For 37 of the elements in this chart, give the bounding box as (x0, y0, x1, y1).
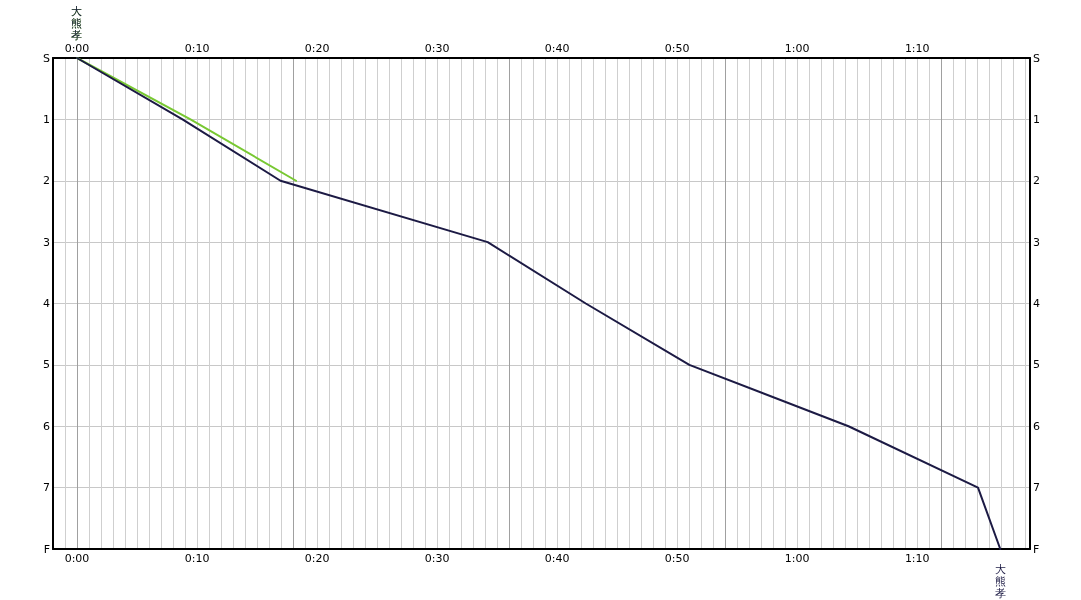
y2-tick-label: 4 (1033, 297, 1040, 310)
y-tick-label: S (43, 51, 51, 65)
x2-tick-label: 0:10 (184, 42, 210, 55)
series-label: 大熊孝 (994, 562, 1006, 600)
y-tick-label: 5 (43, 358, 50, 372)
y2-tick-label: 3 (1033, 235, 1040, 249)
y2-tick-label: 2 (1033, 174, 1040, 188)
x2-tick-label: 0:50 (664, 42, 690, 55)
y-tick-label: 1 (43, 112, 50, 126)
x2-tick-label: 1:10 (904, 42, 930, 55)
x-tick-label: 0:40 (544, 552, 570, 565)
x-tick-label: 0:30 (424, 552, 450, 565)
x2-tick-label: 0:20 (304, 42, 330, 55)
series-label: 大熊孝 (71, 4, 83, 42)
x-tick-label: 1:10 (904, 552, 930, 565)
x2-tick-label: 0:00 (64, 42, 90, 55)
x-tick-label: 0:20 (304, 552, 330, 565)
x-tick-label: 1:00 (784, 552, 810, 565)
x2-tick-label: 0:40 (544, 42, 570, 55)
y2-tick-label: 5 (1033, 358, 1040, 372)
y2-tick-label: S (1033, 51, 1040, 65)
y-tick-label: 3 (43, 235, 50, 249)
line-series (75, 57, 1002, 550)
x2-tick-label: 0:30 (424, 42, 450, 55)
x-tick-label: 0:50 (664, 552, 690, 565)
x-tick-label: 0:10 (184, 552, 210, 565)
y2-tick-label: F (1033, 542, 1040, 556)
x2-tick-label: 1:00 (784, 42, 810, 55)
y2-tick-label: 7 (1033, 481, 1040, 495)
y-tick-label: F (43, 542, 50, 556)
y-tick-label: 2 (43, 174, 50, 188)
y-tick-label: 6 (43, 419, 50, 433)
y-tick-label: 4 (43, 297, 50, 310)
y2-tick-label: 6 (1033, 419, 1040, 433)
x-tick-label: 0:00 (64, 552, 90, 565)
y2-tick-label: 1 (1033, 112, 1040, 126)
y-tick-label: 7 (43, 481, 50, 495)
